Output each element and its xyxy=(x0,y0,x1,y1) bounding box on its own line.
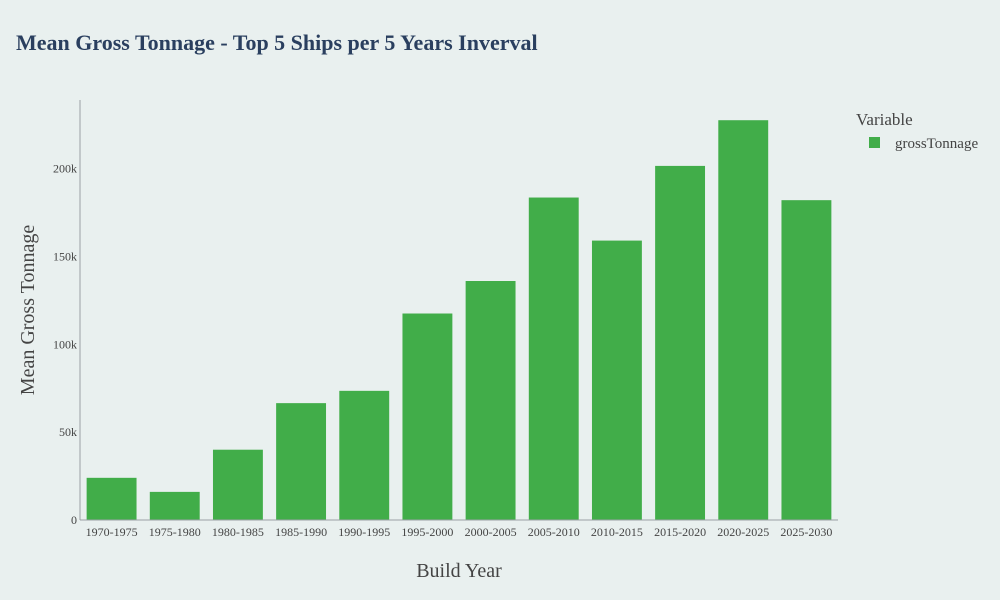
y-tick-label: 100k xyxy=(53,337,77,351)
legend-item-grossTonnage[interactable]: grossTonnage xyxy=(869,136,978,152)
y-tick-label: 0 xyxy=(71,513,77,527)
legend-item-label: grossTonnage xyxy=(895,136,978,152)
x-tick-label: 1990-1995 xyxy=(338,525,390,539)
bar-1985-1990[interactable] xyxy=(276,403,327,520)
x-axis-ticks: 1970-1975 1975-1980 1980-1985 1985-1990 1990… xyxy=(86,525,833,539)
x-tick-label: 1975-1980 xyxy=(149,525,201,539)
x-tick-label: 2000-2005 xyxy=(465,525,517,539)
x-tick-label: 1995-2000 xyxy=(401,525,453,539)
bar-2015-2020[interactable] xyxy=(655,165,706,520)
x-tick-label: 2025-2030 xyxy=(780,525,832,539)
bar-1975-1980[interactable] xyxy=(149,491,200,520)
y-tick-label: 200k xyxy=(53,162,77,176)
legend-title: Variable xyxy=(856,110,913,129)
y-tick-label: 150k xyxy=(53,249,77,263)
legend: Variable grossTonnage xyxy=(856,110,978,152)
bar-1990-1995[interactable] xyxy=(339,390,390,520)
bar-2010-2015[interactable] xyxy=(591,240,642,520)
x-axis-title: Build Year xyxy=(416,560,502,582)
legend-swatch xyxy=(869,137,880,148)
bar-2000-2005[interactable] xyxy=(465,281,516,520)
bar-series xyxy=(86,120,832,521)
y-tick-label: 50k xyxy=(59,425,77,439)
x-tick-label: 2005-2010 xyxy=(528,525,580,539)
x-tick-label: 2015-2020 xyxy=(654,525,706,539)
x-tick-label: 1970-1975 xyxy=(86,525,138,539)
bar-2020-2025[interactable] xyxy=(718,120,769,521)
bar-2025-2030[interactable] xyxy=(781,200,832,521)
x-tick-label: 1985-1990 xyxy=(275,525,327,539)
bar-1980-1985[interactable] xyxy=(212,449,263,520)
x-tick-label: 1980-1985 xyxy=(212,525,264,539)
chart-title: Mean Gross Tonnage - Top 5 Ships per 5 Y… xyxy=(16,30,538,55)
bar-1995-2000[interactable] xyxy=(402,313,453,520)
bar-2005-2010[interactable] xyxy=(528,197,579,520)
x-tick-label: 2020-2025 xyxy=(717,525,769,539)
y-axis-title: Mean Gross Tonnage xyxy=(17,225,39,396)
bar-1970-1975[interactable] xyxy=(86,477,137,520)
x-tick-label: 2010-2015 xyxy=(591,525,643,539)
y-axis-ticks: 0 50k 100k 150k 200k xyxy=(53,162,77,527)
